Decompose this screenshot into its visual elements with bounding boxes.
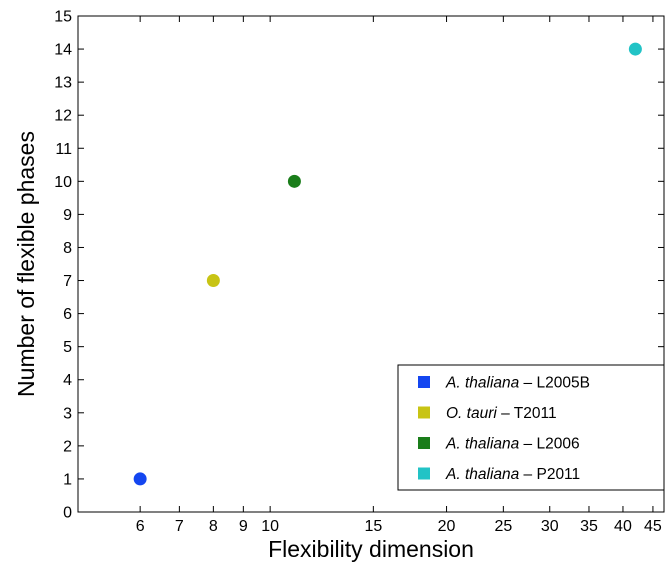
y-tick-label: 10 [54,174,72,191]
y-tick-label: 7 [63,273,72,290]
x-tick-label: 8 [209,518,218,535]
y-axis-label: Number of flexible phases [13,131,39,397]
x-tick-label: 40 [614,518,632,535]
y-tick-label: 9 [63,207,72,224]
data-point [628,42,642,56]
y-tick-label: 1 [63,471,72,488]
x-tick-label: 25 [494,518,512,535]
y-tick-label: 0 [63,505,72,522]
legend-entry: A. thaliana – L2005B [445,375,590,392]
y-tick-label: 14 [54,42,72,59]
data-point [287,174,301,188]
x-tick-label: 30 [541,518,559,535]
data-point [133,472,147,486]
x-tick-label: 7 [175,518,184,535]
x-axis-ticks: 6 7 8 9 10 15 20 25 30 35 40 45 [136,16,662,535]
x-tick-label: 6 [136,518,145,535]
x-tick-label: 10 [261,518,279,535]
legend-entry: A. thaliana – P2011 [445,466,580,483]
legend-swatch [418,437,430,449]
y-tick-label: 2 [63,438,72,455]
x-tick-label: 9 [239,518,248,535]
y-tick-label: 6 [63,306,72,323]
x-tick-label: 15 [364,518,382,535]
data-points [133,42,642,486]
y-tick-label: 12 [54,108,72,125]
y-tick-label: 3 [63,405,72,422]
legend-box [397,364,665,491]
y-tick-label: 8 [63,240,72,257]
y-tick-label: 15 [54,9,72,26]
y-tick-label: 4 [63,372,72,389]
y-tick-label: 5 [63,339,72,356]
x-axis-label: Flexibility dimension [268,536,474,562]
data-point [206,274,220,288]
legend-swatch [418,406,430,419]
legend: A. thaliana – L2005B O. tauri – T2011 A. t… [397,364,665,491]
legend-entry: O. tauri – T2011 [446,405,557,422]
y-tick-label: 11 [55,141,72,158]
x-tick-label: 20 [438,518,456,535]
legend-swatch [418,467,430,480]
legend-entry: A. thaliana – L2006 [445,436,580,453]
y-tick-label: 13 [54,75,72,92]
x-tick-label: 35 [580,518,598,535]
x-tick-label: 45 [644,518,662,535]
legend-swatch [418,376,430,388]
